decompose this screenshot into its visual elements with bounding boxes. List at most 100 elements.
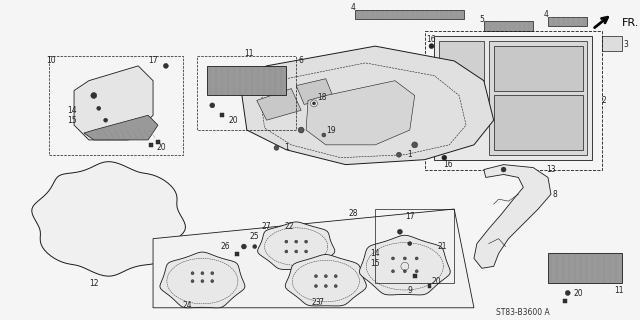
Circle shape [285,240,288,243]
Text: 14: 14 [67,106,77,115]
Text: 4: 4 [543,10,548,19]
Circle shape [97,106,100,110]
Text: 1: 1 [408,150,412,159]
Polygon shape [285,254,366,306]
Polygon shape [153,209,474,308]
Circle shape [322,133,326,137]
Polygon shape [207,66,286,95]
Text: 1: 1 [284,143,289,152]
Polygon shape [383,247,442,268]
Text: 21: 21 [438,242,447,251]
Text: 11: 11 [244,49,253,58]
Circle shape [305,240,308,243]
Circle shape [314,284,317,288]
Polygon shape [257,89,301,120]
Text: 24: 24 [183,301,193,310]
Text: 5: 5 [479,15,484,24]
Circle shape [312,102,316,105]
Bar [149,143,153,147]
Bar [156,140,160,144]
Polygon shape [32,162,186,276]
Polygon shape [489,41,588,155]
Circle shape [191,272,194,275]
Circle shape [334,275,337,278]
Bar [413,274,417,278]
Polygon shape [355,10,464,20]
Circle shape [211,272,214,275]
Text: 17: 17 [405,212,415,221]
Text: 3: 3 [623,40,628,49]
Polygon shape [160,252,245,308]
Polygon shape [284,254,364,276]
Circle shape [565,291,570,295]
Circle shape [415,257,418,260]
Circle shape [396,152,401,157]
Polygon shape [257,222,335,269]
Text: 2: 2 [602,96,607,105]
Text: 23: 23 [311,298,321,307]
Circle shape [442,155,447,160]
Text: 20: 20 [156,143,166,152]
Text: 12: 12 [89,279,99,288]
Polygon shape [84,115,158,140]
Circle shape [295,240,298,243]
Text: 25: 25 [250,232,260,241]
Circle shape [408,242,412,245]
Text: 4: 4 [351,3,356,12]
Text: FR.: FR. [622,19,639,28]
Polygon shape [296,79,333,104]
Text: 15: 15 [67,116,77,125]
Polygon shape [602,36,622,51]
Text: 20: 20 [574,290,584,299]
Text: 7: 7 [319,298,323,307]
Text: 17: 17 [148,56,158,65]
Text: 14: 14 [371,249,380,258]
Bar [235,252,239,256]
Text: 15: 15 [371,259,380,268]
Text: 22: 22 [285,222,294,231]
Text: 20: 20 [228,116,238,125]
Circle shape [295,250,298,253]
Circle shape [241,244,246,249]
Text: 13: 13 [546,165,556,174]
Circle shape [392,270,394,273]
Polygon shape [306,81,415,145]
Text: 26: 26 [220,242,230,251]
Circle shape [403,257,406,260]
Text: ST83-B3600 A: ST83-B3600 A [497,308,550,317]
Circle shape [324,284,327,288]
Polygon shape [548,17,588,26]
Polygon shape [493,46,582,91]
Polygon shape [435,36,593,160]
Circle shape [191,280,194,283]
Circle shape [415,270,418,273]
Circle shape [429,44,434,49]
Text: 9: 9 [407,286,412,295]
Polygon shape [440,86,484,120]
Circle shape [210,103,215,108]
Polygon shape [359,235,450,295]
Text: 19: 19 [326,125,335,134]
Polygon shape [484,21,533,31]
Text: 8: 8 [552,190,557,199]
Text: 6: 6 [299,56,303,65]
Circle shape [392,257,394,260]
Circle shape [305,250,308,253]
Circle shape [163,63,168,68]
Polygon shape [74,66,153,140]
Circle shape [253,244,257,249]
Circle shape [412,142,418,148]
Text: 10: 10 [47,56,56,65]
Bar [220,113,224,117]
Text: 11: 11 [614,286,624,295]
Polygon shape [548,253,622,283]
Polygon shape [242,46,493,164]
Circle shape [314,275,317,278]
Text: 28: 28 [349,210,358,219]
Text: 20: 20 [431,276,441,286]
Circle shape [310,100,317,107]
Circle shape [334,284,337,288]
Text: 27: 27 [262,222,271,231]
Circle shape [397,229,403,234]
Circle shape [91,92,97,99]
